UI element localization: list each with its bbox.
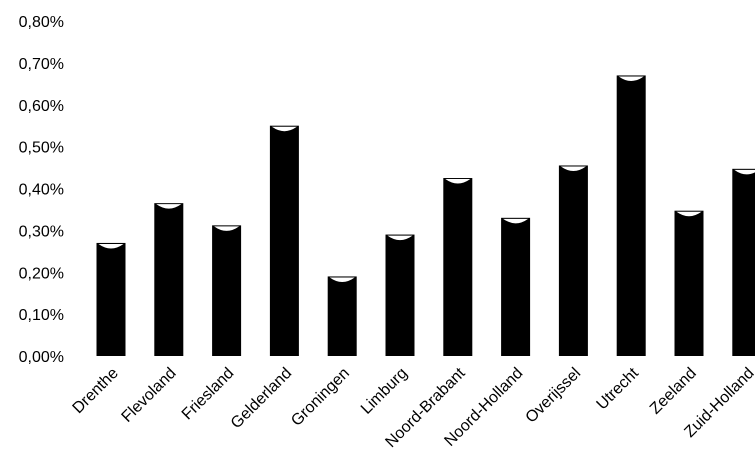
- bar-rect: [327, 276, 357, 356]
- bar: [674, 210, 704, 356]
- bar-rect: [501, 217, 531, 356]
- bar-highlight: [387, 235, 413, 241]
- x-tick-label: Gelderland: [228, 365, 295, 432]
- y-tick-label: 0,70%: [19, 56, 64, 73]
- bar: [558, 165, 588, 356]
- y-tick-label: 0,80%: [19, 14, 64, 31]
- bar-rect: [558, 165, 588, 356]
- x-tick-label: Drenthe: [70, 365, 122, 417]
- bar-highlight: [214, 226, 240, 231]
- bar-highlight: [98, 243, 124, 249]
- bar-highlight: [271, 126, 297, 132]
- x-tick-label: Groningen: [288, 365, 353, 430]
- y-tick-label: 0,00%: [19, 349, 64, 366]
- x-tick-label: Friesland: [179, 365, 238, 424]
- bar-highlight: [329, 277, 355, 282]
- bars: [96, 75, 755, 356]
- x-tick-label: Overijssel: [523, 365, 585, 427]
- bar: [443, 178, 473, 356]
- y-tick-label: 0,60%: [19, 98, 64, 115]
- bar-highlight: [618, 76, 644, 81]
- bar-highlight: [445, 179, 471, 184]
- bar-rect: [443, 178, 473, 356]
- y-tick-label: 0,10%: [19, 307, 64, 324]
- bar: [616, 75, 646, 356]
- bar-highlight: [734, 169, 755, 175]
- bar: [385, 234, 415, 356]
- bar-rect: [212, 225, 242, 356]
- bar-rect: [674, 210, 704, 356]
- bar: [269, 125, 299, 356]
- bar-highlight: [156, 204, 182, 209]
- bar-rect: [269, 125, 299, 356]
- x-tick-label: Limburg: [358, 365, 411, 418]
- x-tick-label: Flevoland: [119, 365, 180, 426]
- bar-rect: [616, 75, 646, 356]
- bar: [501, 217, 531, 356]
- y-tick-label: 0,40%: [19, 182, 64, 199]
- y-tick-label: 0,50%: [19, 140, 64, 157]
- bar: [154, 203, 184, 356]
- bar-highlight: [503, 218, 529, 224]
- bar-highlight: [676, 211, 702, 217]
- bar: [212, 225, 242, 356]
- bar: [96, 242, 126, 356]
- y-axis: 0,00% 0,10% 0,20% 0,30% 0,40% 0,50% 0,60% 0,70%…: [19, 14, 64, 366]
- bar: [327, 276, 357, 356]
- bar: [732, 168, 755, 356]
- x-tick-label: Zeeland: [647, 365, 700, 418]
- bar-rect: [154, 203, 184, 356]
- y-tick-label: 0,30%: [19, 223, 64, 240]
- y-tick-label: 0,20%: [19, 265, 64, 282]
- bar-highlight: [560, 166, 586, 171]
- bar-rect: [385, 234, 415, 356]
- x-tick-label: Utrecht: [594, 364, 643, 413]
- bar-rect: [732, 168, 755, 356]
- bar-rect: [96, 242, 126, 356]
